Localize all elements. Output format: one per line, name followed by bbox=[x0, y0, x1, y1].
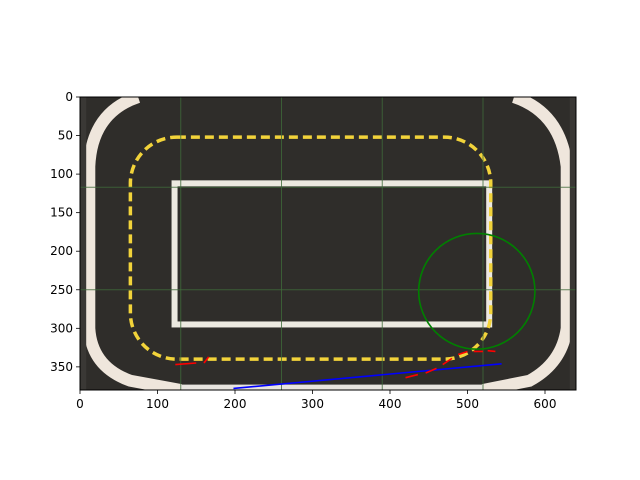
blue-line bbox=[233, 362, 502, 390]
mat-edge-right bbox=[569, 97, 576, 390]
axes-frame bbox=[79, 96, 577, 391]
x-tick-label: 600 bbox=[534, 397, 557, 411]
overlays bbox=[175, 232, 536, 390]
mat-surface bbox=[80, 97, 576, 390]
y-tick-label: 300 bbox=[50, 321, 73, 335]
red-segment bbox=[442, 357, 453, 366]
x-tick-label: 0 bbox=[76, 397, 84, 411]
mat-bottom-edge bbox=[180, 384, 483, 390]
x-tick-label: 200 bbox=[224, 397, 247, 411]
mat-border-right bbox=[481, 97, 573, 390]
y-tick-label: 200 bbox=[50, 244, 73, 258]
red-segment bbox=[175, 362, 197, 366]
y-tick-label: 150 bbox=[50, 206, 73, 220]
yellow-dashed-loop bbox=[128, 135, 493, 361]
y-axis-ticks: 0 50 100 150 200 250 300 350 bbox=[50, 90, 80, 374]
y-tick-label: 350 bbox=[50, 360, 73, 374]
y-tick-label: 250 bbox=[50, 283, 73, 297]
x-tick-label: 100 bbox=[146, 397, 169, 411]
y-tick-label: 0 bbox=[65, 90, 73, 104]
x-axis-ticks: 0 100 200 300 400 500 600 bbox=[76, 390, 556, 411]
x-tick-label: 400 bbox=[379, 397, 402, 411]
mat-border-left bbox=[83, 97, 182, 390]
red-segment bbox=[457, 350, 468, 356]
x-tick-label: 500 bbox=[456, 397, 479, 411]
red-segment bbox=[405, 373, 419, 379]
y-tick-label: 100 bbox=[50, 167, 73, 181]
red-segment bbox=[425, 367, 437, 374]
green-circle bbox=[417, 232, 536, 350]
mat-edge-left bbox=[80, 97, 87, 390]
x-tick-label: 300 bbox=[301, 397, 324, 411]
y-tick-label: 50 bbox=[58, 129, 73, 143]
red-segment bbox=[203, 356, 210, 364]
red-segment bbox=[487, 349, 496, 353]
road-mat-photo bbox=[80, 97, 576, 390]
